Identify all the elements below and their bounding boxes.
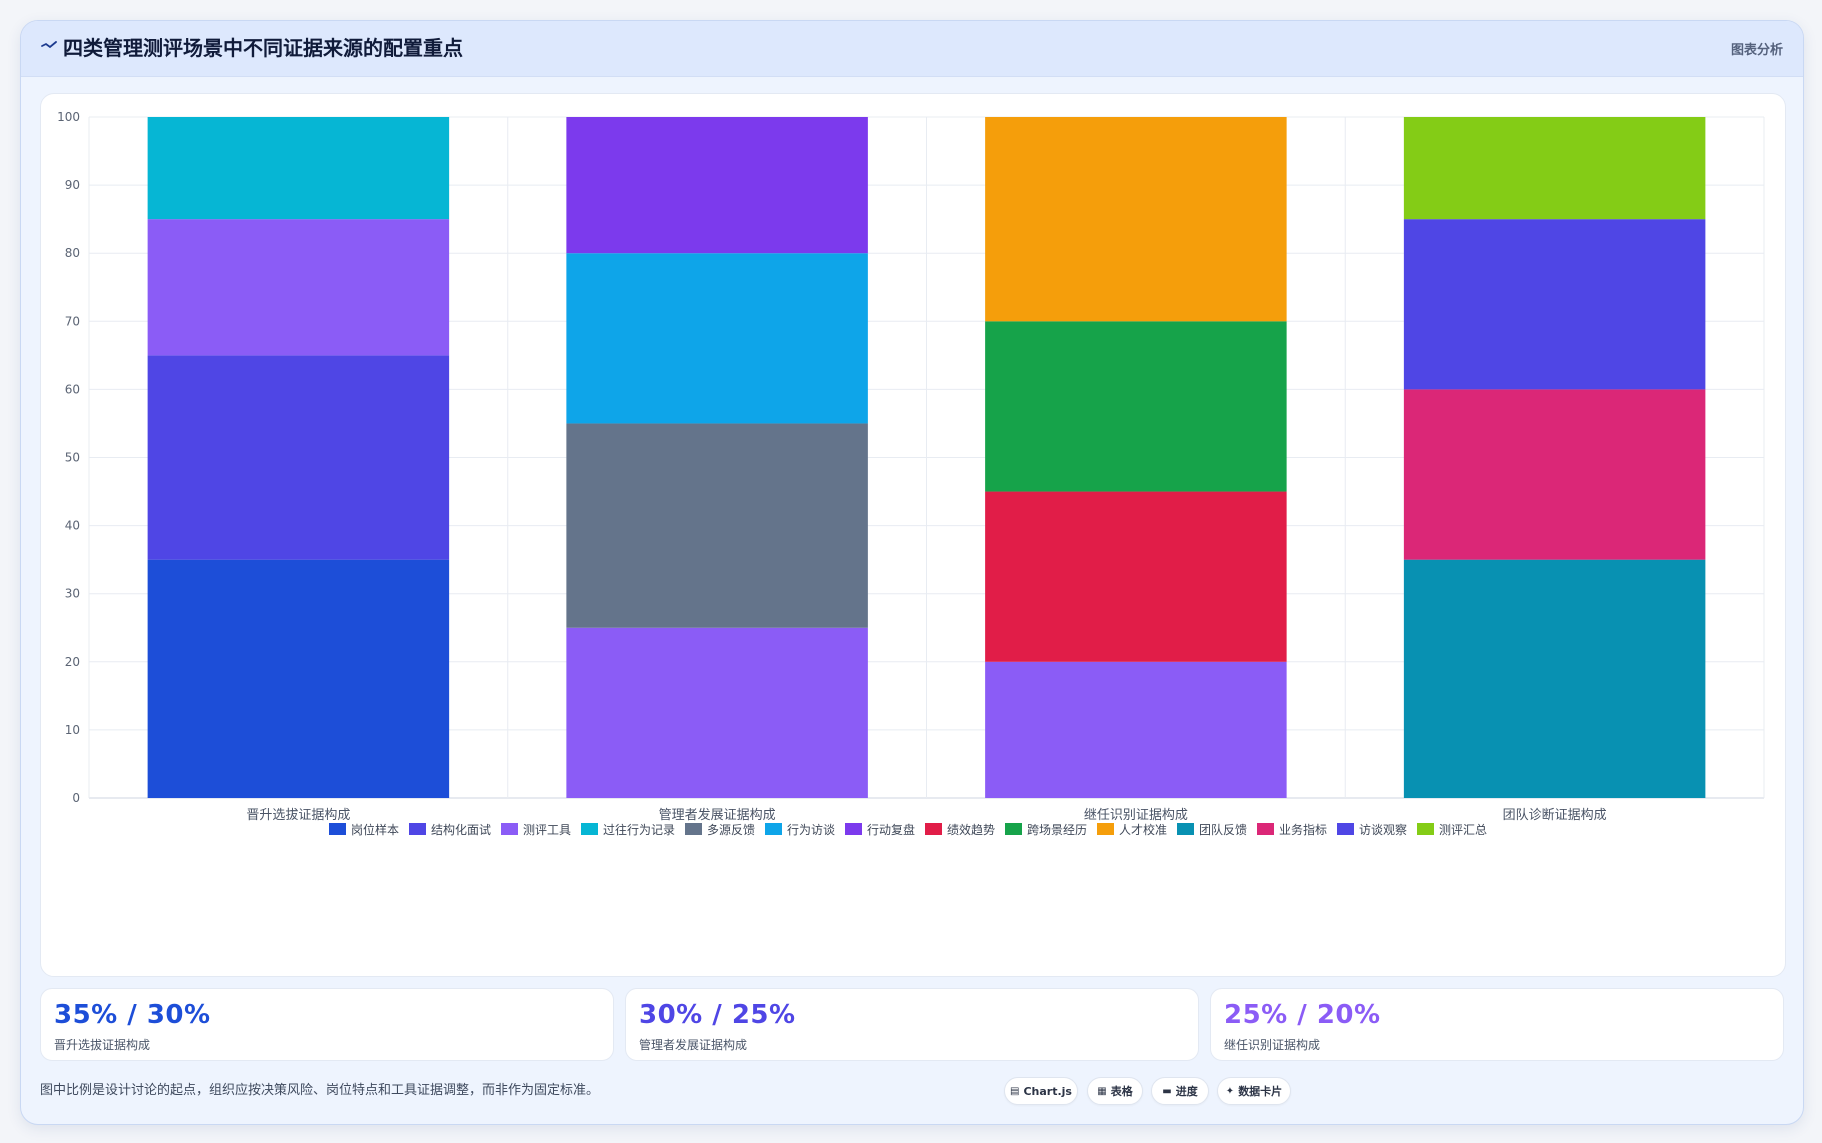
progress-icon: ▬: [1162, 1085, 1172, 1097]
x-tick-label: 管理者发展证据构成: [659, 807, 776, 823]
y-tick-label: 20: [65, 655, 80, 669]
bar-segment: [985, 661, 1287, 798]
legend-swatch: [1097, 823, 1114, 835]
bar-segment: [566, 423, 868, 628]
chart-icon: ▤: [1010, 1085, 1020, 1097]
table-icon: ▦: [1097, 1085, 1107, 1097]
y-tick-label: 90: [65, 178, 80, 192]
bar-segment: [147, 117, 450, 220]
legend-label: 行动复盘: [867, 822, 915, 837]
legend-swatch: [1417, 823, 1434, 835]
y-tick-label: 100: [57, 110, 80, 124]
legend-swatch: [845, 823, 862, 835]
legend-swatch: [501, 823, 518, 835]
card-header: 四类管理测评场景中不同证据来源的配置重点 图表分析: [21, 21, 1803, 77]
bar-segment: [1403, 117, 1706, 220]
legend-label: 业务指标: [1279, 822, 1327, 837]
bar-segment: [566, 117, 868, 254]
bar-segment: [147, 355, 450, 560]
legend-label: 团队反馈: [1199, 822, 1247, 837]
y-tick-label: 40: [65, 519, 80, 533]
legend-swatch: [409, 823, 426, 835]
legend-swatch: [329, 823, 346, 835]
legend-label: 过往行为记录: [603, 822, 675, 837]
legend-label: 行为访谈: [787, 823, 835, 837]
y-tick-label: 60: [65, 382, 80, 396]
x-tick-label: 继任识别证据构成: [1084, 808, 1188, 823]
legend-swatch: [1257, 823, 1274, 835]
bar-segment: [1403, 559, 1706, 798]
bar-segment: [566, 253, 868, 424]
legend-label: 测评工具: [523, 823, 571, 837]
kpi-value: 35% / 30%: [54, 1000, 211, 1030]
bar-segment: [1403, 219, 1706, 390]
chip-data-card[interactable]: ✦ 数据卡片: [1217, 1077, 1291, 1105]
y-tick-label: 30: [65, 587, 80, 601]
chip-progress[interactable]: ▬ 进度: [1151, 1077, 1209, 1105]
y-tick-label: 10: [65, 723, 80, 737]
y-tick-label: 50: [65, 451, 80, 465]
legend-swatch: [685, 823, 702, 835]
bar-segment: [1403, 389, 1706, 560]
legend-label: 人才校准: [1119, 822, 1167, 837]
kpi-value: 25% / 20%: [1224, 1000, 1381, 1030]
legend-label: 岗位样本: [351, 822, 399, 837]
x-tick-label: 晋升选拔证据构成: [246, 808, 350, 823]
chip-chartjs[interactable]: ▤ Chart.js: [1004, 1077, 1078, 1105]
legend-swatch: [925, 823, 942, 835]
kpi-card-1: 35% / 30% 晋升选拔证据构成: [40, 988, 614, 1061]
legend-label: 结构化面试: [431, 822, 491, 837]
kpi-card-3: 25% / 20% 继任识别证据构成: [1210, 988, 1784, 1061]
legend-label: 访谈观察: [1359, 823, 1407, 837]
kpi-card-2: 30% / 25% 管理者发展证据构成: [625, 988, 1199, 1061]
y-tick-label: 0: [72, 791, 80, 805]
y-tick-label: 70: [65, 314, 80, 328]
x-tick-label: 团队诊断证据构成: [1503, 808, 1607, 823]
legend-swatch: [581, 823, 598, 835]
legend-swatch: [1337, 823, 1354, 835]
chart-card: 四类管理测评场景中不同证据来源的配置重点 图表分析 0 10 20 30 40 50 60 7…: [20, 20, 1804, 1125]
page-title: 四类管理测评场景中不同证据来源的配置重点: [63, 36, 463, 60]
chip-table[interactable]: ▦ 表格: [1087, 1077, 1143, 1105]
footer-note: 图中比例是设计讨论的起点，组织应按决策风险、岗位特点和工具证据调整，而非作为固定…: [40, 1083, 600, 1098]
card-icon: ✦: [1225, 1085, 1235, 1097]
legend-swatch: [765, 823, 782, 835]
chart-panel: 0 10 20 30 40 50 60 70 80 90 100 晋升选拔证据构成 管理者发展证据构成 继…: [40, 93, 1786, 977]
bar-segment: [147, 219, 450, 356]
legend-label: 多源反馈: [707, 823, 755, 837]
kpi-label: 管理者发展证据构成: [639, 1038, 748, 1052]
bar-segment: [147, 559, 450, 798]
bar-segment: [566, 627, 868, 798]
kpi-value: 30% / 25%: [639, 1000, 796, 1030]
kpi-label: 继任识别证据构成: [1224, 1038, 1321, 1052]
kpi-label: 晋升选拔证据构成: [54, 1038, 151, 1052]
legend-swatch: [1005, 823, 1022, 835]
bar-segment: [985, 491, 1287, 662]
legend-label: 测评汇总: [1439, 823, 1487, 837]
y-tick-label: 80: [65, 246, 80, 260]
chart-analysis-button[interactable]: 图表分析: [1730, 43, 1783, 58]
legend-swatch: [1177, 823, 1194, 835]
bar-segment: [985, 117, 1287, 322]
stacked-bar-chart: 0 10 20 30 40 50 60 70 80 90 100 晋升选拔证据构成 管理者发展证据构成 继…: [57, 110, 1765, 837]
legend-label: 跨场景经历: [1027, 823, 1087, 837]
bar-segment: [985, 321, 1287, 492]
legend-label: 绩效趋势: [947, 822, 995, 837]
trend-icon: [41, 41, 57, 49]
